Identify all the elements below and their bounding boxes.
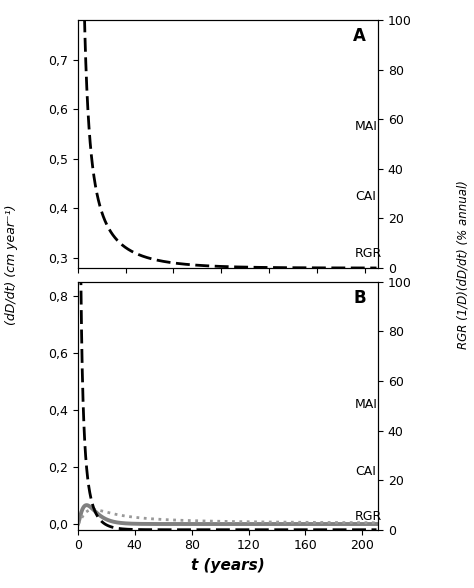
Text: RGR: RGR xyxy=(355,246,382,260)
Text: (dD/dt) (cm year⁻¹): (dD/dt) (cm year⁻¹) xyxy=(5,205,18,325)
Text: MAI: MAI xyxy=(355,398,378,411)
Text: A: A xyxy=(353,28,366,45)
Text: CAI: CAI xyxy=(355,465,376,478)
X-axis label: t (years): t (years) xyxy=(191,558,265,573)
Text: RGR: RGR xyxy=(355,510,383,523)
Text: CAI: CAI xyxy=(355,189,376,203)
Text: MAI: MAI xyxy=(355,120,378,133)
Text: B: B xyxy=(354,289,366,307)
Text: RGR (1/D)(dD/dt) (% annual): RGR (1/D)(dD/dt) (% annual) xyxy=(456,180,469,349)
